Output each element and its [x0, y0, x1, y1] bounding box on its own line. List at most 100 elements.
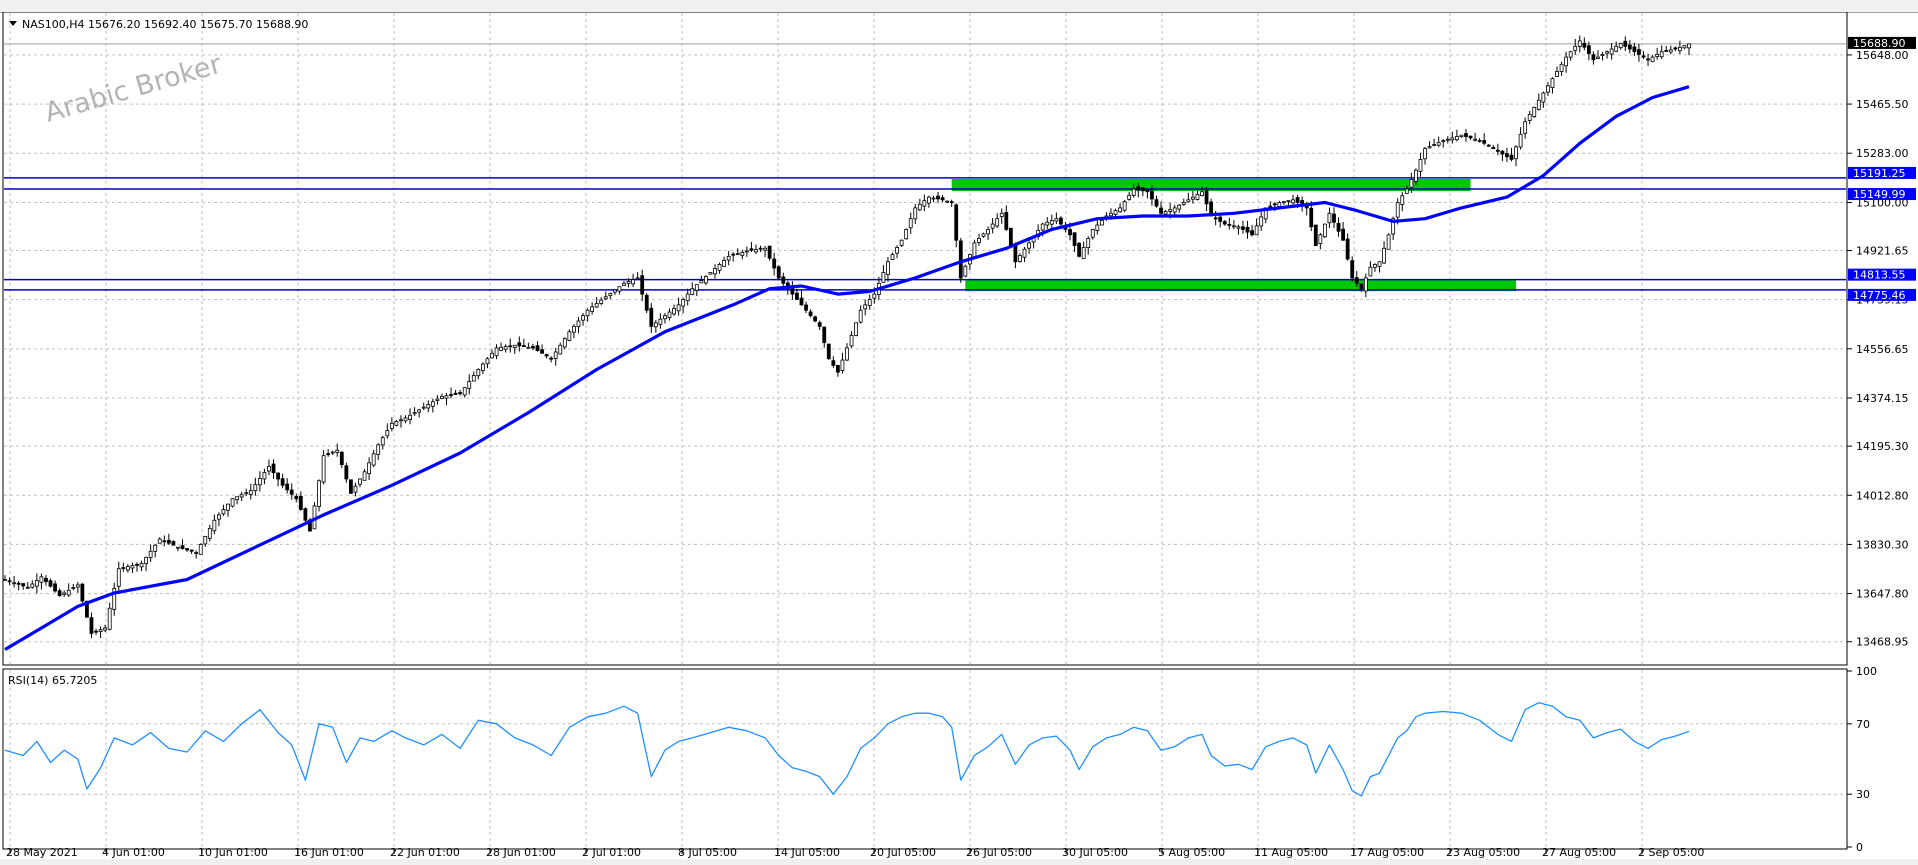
time-tick-label: 30 Jul 05:00 — [1062, 846, 1128, 859]
candle-body — [344, 465, 349, 480]
candle-body — [617, 286, 622, 292]
candle-body — [171, 541, 176, 546]
candle-body — [326, 453, 331, 456]
candle-body — [1150, 190, 1154, 200]
candle-body — [1591, 54, 1596, 61]
candle-body — [1231, 225, 1236, 228]
candle-body — [1677, 46, 1682, 52]
candle-body — [239, 494, 244, 498]
candle-body — [1295, 197, 1300, 203]
candle-body — [317, 480, 321, 507]
candle-body — [362, 471, 367, 481]
candle-body — [244, 492, 249, 495]
candle-body — [927, 196, 931, 204]
candle-body — [690, 288, 695, 295]
candle-body — [185, 548, 189, 551]
candle-body — [1204, 190, 1209, 205]
time-tick-label: 23 Aug 05:00 — [1446, 846, 1520, 859]
candle-body — [1172, 207, 1177, 213]
candle-body — [622, 282, 626, 286]
candle-body — [453, 392, 458, 395]
candle-body — [1641, 55, 1646, 58]
candle-body — [39, 576, 44, 583]
candle-body — [112, 588, 117, 610]
candle-body — [1218, 216, 1223, 222]
rsi-axis[interactable]: 100 70 30 0 — [1847, 665, 1877, 854]
candle-body — [103, 627, 108, 631]
candle-body — [7, 580, 12, 583]
candle-body — [1532, 106, 1537, 117]
candle-body — [681, 299, 686, 307]
candle-body — [585, 309, 590, 317]
candle-body — [854, 322, 859, 336]
rsi-grid — [4, 670, 1846, 848]
candle-body — [949, 201, 954, 204]
candle-body — [130, 565, 135, 569]
candle-body — [749, 248, 754, 251]
candle-body — [694, 284, 699, 291]
candle-body — [1550, 78, 1555, 88]
candle-body — [1154, 199, 1159, 207]
candle-body — [148, 550, 153, 558]
rsi-tick-label: 100 — [1856, 665, 1877, 678]
candle-body — [203, 536, 208, 545]
candle-body — [44, 577, 48, 582]
candle-body — [767, 245, 772, 259]
candle-body — [435, 398, 440, 402]
rsi-tick-label: 30 — [1856, 788, 1870, 801]
candle-body — [303, 508, 308, 521]
candle-body — [1095, 224, 1100, 231]
candle-body — [226, 503, 230, 511]
candle-body — [66, 589, 71, 596]
candle-body — [371, 453, 376, 466]
candle-body — [799, 297, 804, 306]
candle-body — [1600, 53, 1605, 57]
candle-body — [1354, 277, 1359, 284]
price-panel[interactable]: NAS100,H4 15676.20 15692.40 15675.70 156… — [2, 12, 1848, 666]
level-badge-label: 15191.25 — [1853, 167, 1906, 180]
candle-body — [480, 363, 485, 371]
candle-body — [339, 451, 344, 466]
candle-body — [699, 280, 704, 284]
candle-body — [1168, 209, 1173, 212]
candle-body — [157, 538, 162, 544]
price-tick-label: 14921.65 — [1856, 245, 1909, 258]
level-badge-label: 14813.55 — [1853, 269, 1906, 282]
candle-body — [16, 582, 21, 585]
time-tick-label: 16 Jun 01:00 — [294, 846, 364, 859]
candle-body — [781, 276, 786, 284]
time-tick-label: 8 Jul 05:00 — [678, 846, 737, 859]
candle-body — [503, 346, 508, 350]
candle-body — [1454, 136, 1459, 141]
rsi-tick-label: 0 — [1856, 841, 1863, 854]
candle-body — [298, 495, 303, 510]
candle-body — [908, 218, 913, 229]
candle-body — [881, 272, 886, 283]
candle-body — [1177, 204, 1182, 210]
candle-body — [1477, 140, 1482, 142]
candle-body — [1564, 56, 1569, 67]
time-axis[interactable]: 28 May 2021 4 Jun 01:00 10 Jun 01:00 16 Jun… — [6, 846, 1704, 859]
candle-body — [1664, 50, 1669, 52]
candle-body — [25, 586, 30, 589]
price-tick-label: 13647.80 — [1856, 588, 1909, 601]
candle-body — [1627, 44, 1632, 50]
candle-body — [1495, 149, 1500, 152]
candle-body — [494, 347, 499, 357]
candle-body — [640, 275, 645, 295]
chart-menu-triangle-icon[interactable] — [9, 21, 17, 26]
candle-body — [704, 276, 708, 284]
chart-tab-strip[interactable] — [0, 859, 1918, 865]
candle-body — [1445, 138, 1450, 141]
price-axis[interactable]: 15648.0015465.5015283.0015100.0014921.65… — [1847, 49, 1909, 649]
candle-body — [867, 299, 872, 306]
candle-body — [1482, 140, 1487, 144]
candle-body — [12, 582, 17, 585]
time-tick-label: 4 Jun 01:00 — [102, 846, 165, 859]
chart-frame: NAS100,H4 15676.20 15692.40 15675.70 156… — [2, 12, 1916, 859]
rsi-panel[interactable]: RSI(14) 65.7205 — [2, 668, 1848, 850]
price-tick-label: 13830.30 — [1856, 538, 1909, 551]
candle-body — [285, 483, 290, 491]
candle-body — [731, 253, 736, 256]
candle-body — [48, 580, 53, 587]
